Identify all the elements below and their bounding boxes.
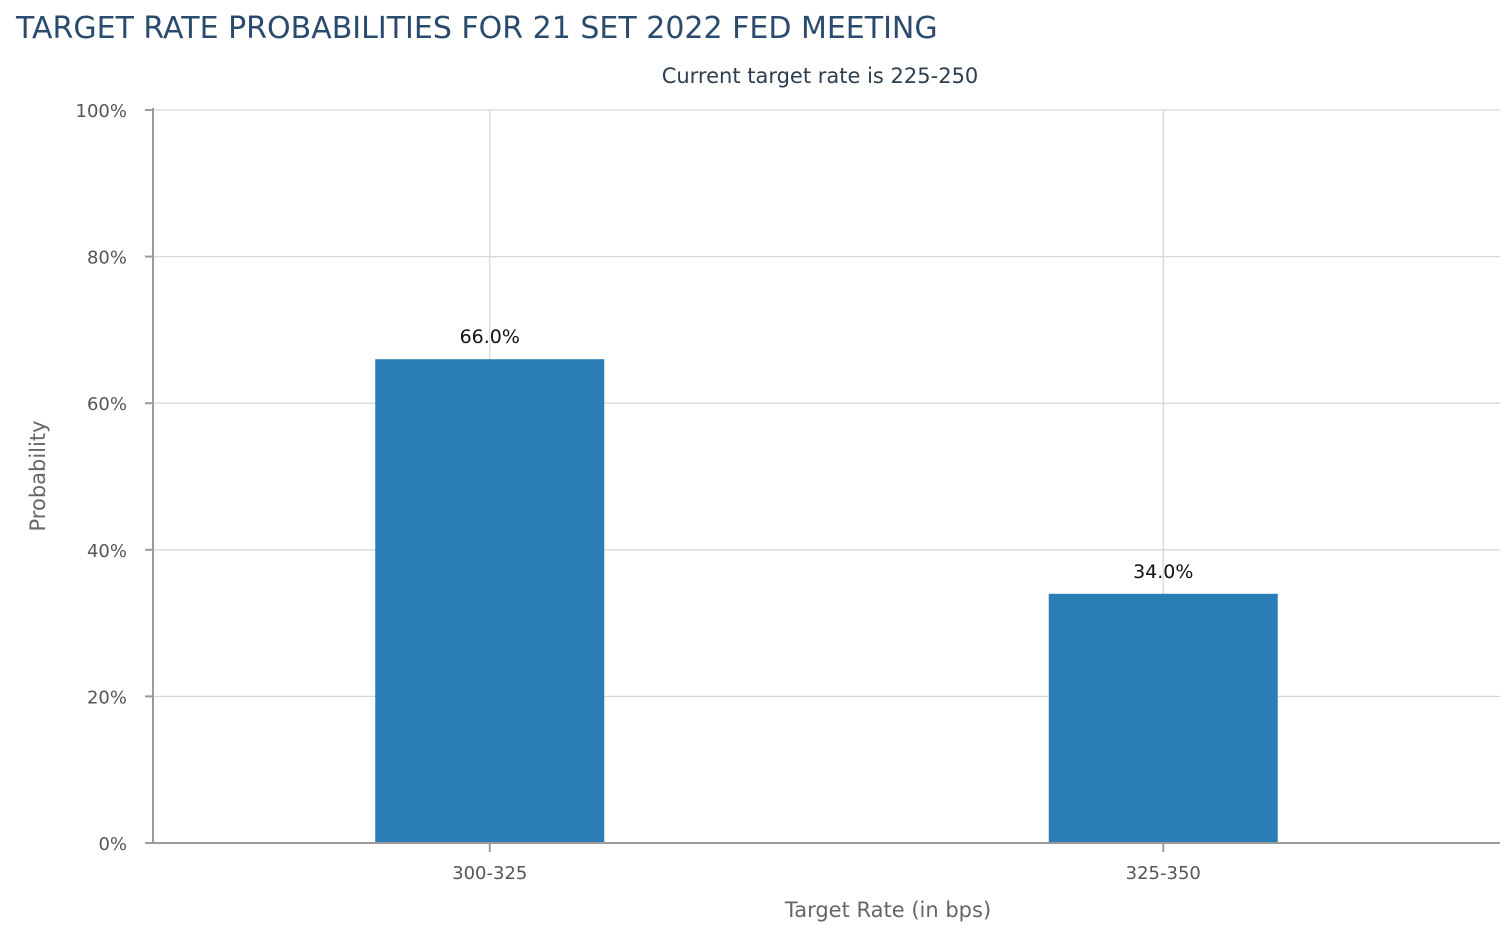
bar-value-label: 34.0% — [1133, 561, 1193, 583]
y-tick-label: 100% — [76, 101, 127, 122]
y-tick-label: 0% — [98, 834, 127, 855]
x-tick-label: 325-350 — [1126, 863, 1201, 884]
y-axis-ticks: 0% 20% 40% 60% 80% 100% — [76, 101, 153, 855]
bar-value-label: 66.0% — [460, 326, 520, 348]
chart-subtitle: Current target rate is 225-250 — [662, 64, 979, 88]
x-axis-title: Target Rate (in bps) — [784, 898, 991, 922]
x-axis-ticks: 300-325 325-350 — [452, 843, 1201, 884]
bars — [375, 359, 1278, 843]
bar[interactable] — [375, 359, 605, 843]
data-labels: 66.0% 34.0% — [460, 326, 1194, 583]
y-tick-label: 20% — [87, 687, 127, 708]
y-tick-label: 60% — [87, 394, 127, 415]
bar[interactable] — [1048, 593, 1278, 843]
x-tick-label: 300-325 — [452, 863, 527, 884]
y-tick-label: 80% — [87, 248, 127, 269]
y-tick-label: 40% — [87, 541, 127, 562]
chart-title: TARGET RATE PROBABILITIES FOR 21 SET 202… — [15, 11, 938, 46]
gridlines — [153, 109, 1500, 843]
y-axis-title: Probability — [26, 420, 50, 531]
